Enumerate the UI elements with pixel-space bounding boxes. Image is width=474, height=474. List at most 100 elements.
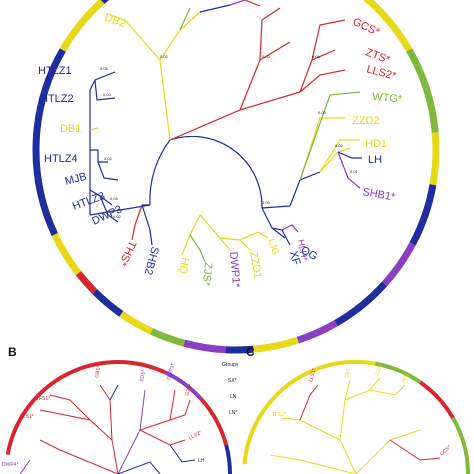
panel-label-b: B <box>8 345 17 359</box>
branch <box>261 207 286 239</box>
branch <box>239 41 291 111</box>
ring-segment-purple <box>296 320 338 344</box>
ring-segment-green <box>451 417 470 474</box>
leaf-label-lh: LH <box>368 154 382 166</box>
leaf-label-dwp1: DWP1* <box>227 251 242 289</box>
branch <box>369 384 406 396</box>
branch <box>199 214 231 251</box>
branch <box>109 384 119 401</box>
ring-segment-green <box>406 48 439 133</box>
leaf-label-ths: THS* <box>116 239 138 269</box>
ring-segment-red <box>24 375 64 411</box>
branch-length: 0.04 <box>110 196 119 201</box>
ring-segment-red <box>61 360 167 379</box>
leaf-label-hd1c: HD1 <box>401 372 411 384</box>
ring-segment-purple <box>382 242 416 287</box>
branch-length: 0.05 <box>262 200 271 205</box>
legend-title: Groups <box>222 362 239 368</box>
leaf-label-dwp4: DWP4* <box>2 462 18 468</box>
panel-a-branches <box>89 0 362 263</box>
leaf-label-zzd2: ZZD2 <box>352 115 380 127</box>
leaf-label-zzd1: ZZD1 <box>247 250 264 279</box>
branch <box>169 399 191 421</box>
panel-b-tree: B DWP4* TFS1* LLS1* GBS* SDS* GZS* LLS2*… <box>2 345 239 474</box>
branch <box>229 0 246 6</box>
branch <box>139 389 176 431</box>
leaf-label-htlz3: HTLZ3 <box>71 190 107 213</box>
legend-item-ln-star: LN* <box>229 410 237 416</box>
panel-a-leaf-labels: DB2 GCS* ZTS* LLS2* WTG* ZZD2 HD1 LH SHB… <box>38 12 403 289</box>
branch <box>117 389 146 474</box>
branch <box>311 19 346 61</box>
branch <box>19 459 31 474</box>
ring-segment-purple <box>183 339 226 354</box>
branch <box>97 161 119 181</box>
branch <box>339 379 351 441</box>
panel-c-color-ring <box>242 360 470 474</box>
ring-segment-yellow <box>253 336 299 353</box>
branch <box>261 205 291 209</box>
branch <box>389 439 441 461</box>
leaf-label-mjb: MJB <box>64 171 88 188</box>
ring-segment-blue <box>92 288 124 317</box>
leaf-label-lls1c: LLS1* <box>308 368 317 383</box>
branch <box>169 135 263 209</box>
leaf-label-lls2: LLS2* <box>365 63 398 83</box>
branch <box>181 214 201 256</box>
branch <box>319 139 360 173</box>
branch-length: 0.03 <box>103 92 112 97</box>
branch <box>99 195 119 223</box>
branch <box>169 444 196 463</box>
panel-c-tree: C LLS1* TFS1* DB1 ZZD1 HD1 GCS* <box>242 345 470 474</box>
leaf-label-shb2: SHB2 <box>142 245 161 276</box>
leaf-label-dwp1b: DWP1* <box>166 363 176 380</box>
panel-c-branches <box>269 377 441 474</box>
branch <box>281 224 299 233</box>
branch <box>337 151 362 159</box>
branch-length: 0.04 <box>312 54 321 59</box>
ring-segment-yellow <box>262 360 376 411</box>
ring-segment-yellow <box>59 0 105 52</box>
ring-segment-blue <box>32 48 66 237</box>
branch <box>337 151 361 189</box>
ring-segment-blue <box>334 281 388 327</box>
leaf-label-sds: SDS* <box>139 369 147 382</box>
panel-b-legend: Groups SX* LN LN* <box>222 362 239 416</box>
panel-a-tree: DB2 GCS* ZTS* LLS2* WTG* ZZD2 HD1 LH SHB… <box>32 0 440 354</box>
ring-segment-green <box>149 328 186 347</box>
branch <box>109 14 171 141</box>
legend-item-ln: LN <box>230 394 237 400</box>
ring-segment-purple <box>164 370 203 401</box>
leaf-label-lls1: LLS1* <box>20 414 34 420</box>
ring-segment-green <box>375 361 422 384</box>
branch <box>117 461 161 474</box>
branch <box>355 429 421 474</box>
leaf-label-zjs: ZJS* <box>200 262 214 288</box>
leaf-label-htlz4: HTLZ4 <box>44 153 78 165</box>
branch <box>289 171 321 207</box>
branch-length: 0.02 <box>160 54 169 59</box>
branch <box>244 0 261 7</box>
leaf-label-hd1: HD1 <box>365 138 387 150</box>
branch <box>90 149 108 163</box>
leaf-label-hlh: HLH* <box>296 239 310 262</box>
branch <box>139 429 186 446</box>
branch <box>299 384 319 421</box>
branch <box>39 439 119 474</box>
ring-segment-yellow <box>362 0 413 52</box>
branch <box>319 147 351 173</box>
panel-b-color-ring <box>5 360 232 474</box>
branch <box>99 384 113 441</box>
branch <box>89 71 116 91</box>
leaf-label-gbs: GBS* <box>94 365 102 378</box>
branch-length: 0.02 <box>335 143 344 148</box>
ring-segment-blue <box>100 0 110 5</box>
branch-length: 0.05 <box>100 66 109 71</box>
ring-segment-red <box>199 397 229 446</box>
branch <box>131 204 143 241</box>
branch <box>169 91 301 141</box>
ring-segment-blue <box>224 444 232 474</box>
ring-segment-yellow <box>429 132 440 186</box>
branch-length: 0.02 <box>104 156 113 161</box>
leaf-label-hq: HQ <box>176 256 191 275</box>
